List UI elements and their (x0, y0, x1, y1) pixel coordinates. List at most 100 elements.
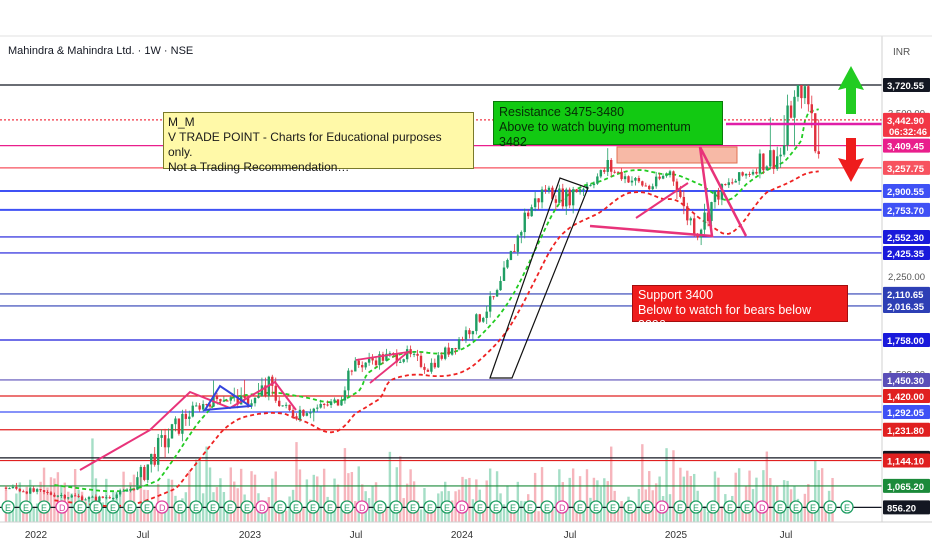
candle-body (672, 171, 674, 181)
candle-body (631, 181, 633, 183)
candle-body (807, 86, 809, 104)
event-marker-glyph: E (410, 503, 416, 513)
candle-body (755, 172, 757, 174)
candle-body (140, 467, 142, 477)
volume-bar (468, 478, 470, 522)
price-axis[interactable]: 3,500.002,250.001,500.003,720.553,442.90… (882, 36, 932, 522)
candle-body (797, 85, 799, 97)
candle-body (652, 186, 654, 189)
event-marker-glyph: E (393, 503, 399, 513)
candle-body (43, 490, 45, 492)
candle-body (223, 401, 225, 402)
candle-body (416, 354, 418, 356)
candle-body (451, 348, 453, 355)
candle-body (109, 497, 111, 498)
inner-pattern-line[interactable] (636, 183, 688, 218)
event-marker-glyph: E (610, 503, 616, 513)
candle-body (5, 488, 7, 489)
candle-body (26, 492, 28, 494)
volume-bar (188, 471, 190, 522)
candle-body (178, 419, 180, 434)
volume-bar (313, 475, 315, 522)
candle-body (731, 182, 733, 183)
candle-body (492, 296, 494, 297)
event-marker-glyph: E (527, 503, 533, 513)
candle-body (53, 495, 55, 497)
candle-body (126, 491, 128, 492)
candle-body (790, 105, 792, 117)
volume-bar (358, 466, 360, 522)
volume-bar (351, 472, 353, 522)
support-note[interactable]: Support 3400 Below to watch for bears be… (632, 285, 848, 322)
candle-body (447, 348, 449, 355)
resistance-note[interactable]: Resistance 3475-3480 Above to watch buyi… (493, 101, 723, 145)
candle-body (133, 489, 135, 490)
candle-body (544, 189, 546, 190)
candle-body (129, 489, 131, 491)
volume-bar (323, 469, 325, 522)
candle-body (738, 172, 740, 181)
event-marker-glyph: E (77, 503, 83, 513)
triangle-2023[interactable] (356, 352, 408, 383)
candle-body (534, 198, 536, 207)
candle-body (593, 184, 595, 185)
candle-body (167, 438, 169, 447)
candle-body (779, 155, 781, 157)
volume-bar (703, 506, 705, 522)
event-marker-glyph: E (693, 503, 699, 513)
event-marker-glyph: E (327, 503, 333, 513)
volume-bar (648, 471, 650, 522)
time-tick-label: Jul (137, 530, 150, 541)
price-badge-label: 3,720.55 (887, 81, 925, 92)
candle-body (198, 405, 200, 409)
volume-bar (320, 486, 322, 522)
candle-body (275, 386, 277, 401)
candle-body (517, 236, 519, 252)
candle-body (724, 184, 726, 185)
event-marker-glyph: D (359, 503, 366, 513)
volume-bar (579, 476, 581, 522)
candle-body (434, 363, 436, 367)
candle-body (15, 487, 17, 489)
candle-body (257, 396, 259, 398)
time-tick-label: 2024 (451, 530, 474, 541)
candle-body (399, 362, 401, 363)
candle-body (793, 97, 795, 118)
candle-body (655, 177, 657, 187)
disclaimer-note[interactable]: M_M V TRADE POINT - Charts for Education… (163, 112, 474, 169)
candle-body (482, 318, 484, 322)
event-marker-glyph: E (793, 503, 799, 513)
candle-body (465, 330, 467, 339)
price-tick-label: 2,250.00 (888, 272, 925, 283)
candle-body (171, 424, 173, 438)
volume-bar (762, 470, 764, 522)
candle-body (783, 145, 785, 154)
candle-body (192, 406, 194, 417)
candle-body (230, 397, 232, 400)
rounding-pattern[interactable] (80, 382, 296, 470)
candle-body (541, 189, 543, 202)
candle-body (454, 348, 456, 349)
candle-body (295, 416, 297, 419)
volume-bar (707, 512, 709, 522)
volume-bar (607, 481, 609, 522)
volume-bar (569, 478, 571, 522)
candle-body (437, 355, 439, 367)
candle-body (524, 213, 526, 232)
time-tick-label: 2025 (665, 530, 688, 541)
candle-body (479, 314, 481, 321)
candle-body (46, 492, 48, 493)
candle-body (690, 218, 692, 220)
candle-body (358, 361, 360, 365)
event-marker-glyph: E (827, 503, 833, 513)
candle-body (513, 251, 515, 252)
event-marker-glyph: E (177, 503, 183, 513)
candle-body (216, 396, 218, 399)
candle-body (472, 331, 474, 334)
volume-bar (133, 475, 135, 522)
candle-body (728, 182, 730, 185)
price-badge-label: 1,420.00 (887, 392, 924, 403)
candle-body (741, 172, 743, 175)
volume-bar (333, 479, 335, 522)
